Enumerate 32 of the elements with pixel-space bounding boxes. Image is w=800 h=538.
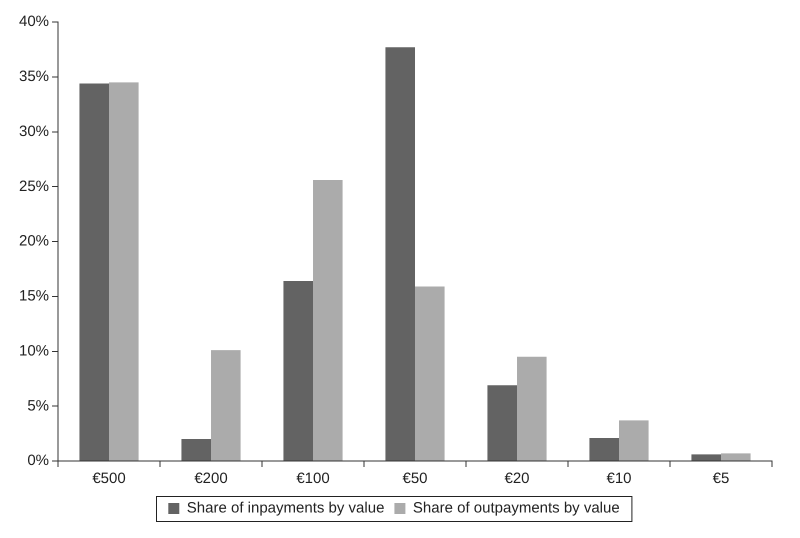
legend-label: Share of inpayments by value <box>186 500 384 517</box>
bar <box>691 454 721 460</box>
x-tick-label: €500 <box>92 470 126 488</box>
bar <box>619 420 649 460</box>
bar <box>487 385 518 460</box>
y-tick-label: 15% <box>18 288 50 305</box>
bar <box>79 83 110 460</box>
x-tick-label: €50 <box>402 470 428 488</box>
x-tick-label: €10 <box>606 470 632 488</box>
bar <box>517 356 547 460</box>
bar <box>283 281 314 460</box>
bar <box>385 47 416 460</box>
legend-label: Share of outpayments by value <box>412 500 620 517</box>
y-tick-label: 0% <box>27 452 50 470</box>
y-tick-label: 35% <box>18 68 50 86</box>
bar <box>181 439 212 460</box>
bar <box>589 438 620 460</box>
x-tick-label: €200 <box>194 470 228 488</box>
x-tick-label: €100 <box>296 470 330 488</box>
bar <box>313 180 343 460</box>
y-tick-label: 20% <box>18 232 50 250</box>
x-tick-label: €20 <box>504 470 530 488</box>
y-tick-label: 25% <box>18 178 50 195</box>
bar <box>415 286 445 460</box>
y-tick-label: 30% <box>18 122 50 140</box>
bar <box>109 82 139 460</box>
x-tick-label: €5 <box>712 470 730 488</box>
bar <box>721 453 751 460</box>
bar <box>211 350 241 460</box>
y-tick-label: 10% <box>18 342 50 360</box>
y-tick-label: 5% <box>27 397 50 414</box>
y-tick-label: 40% <box>18 13 50 30</box>
